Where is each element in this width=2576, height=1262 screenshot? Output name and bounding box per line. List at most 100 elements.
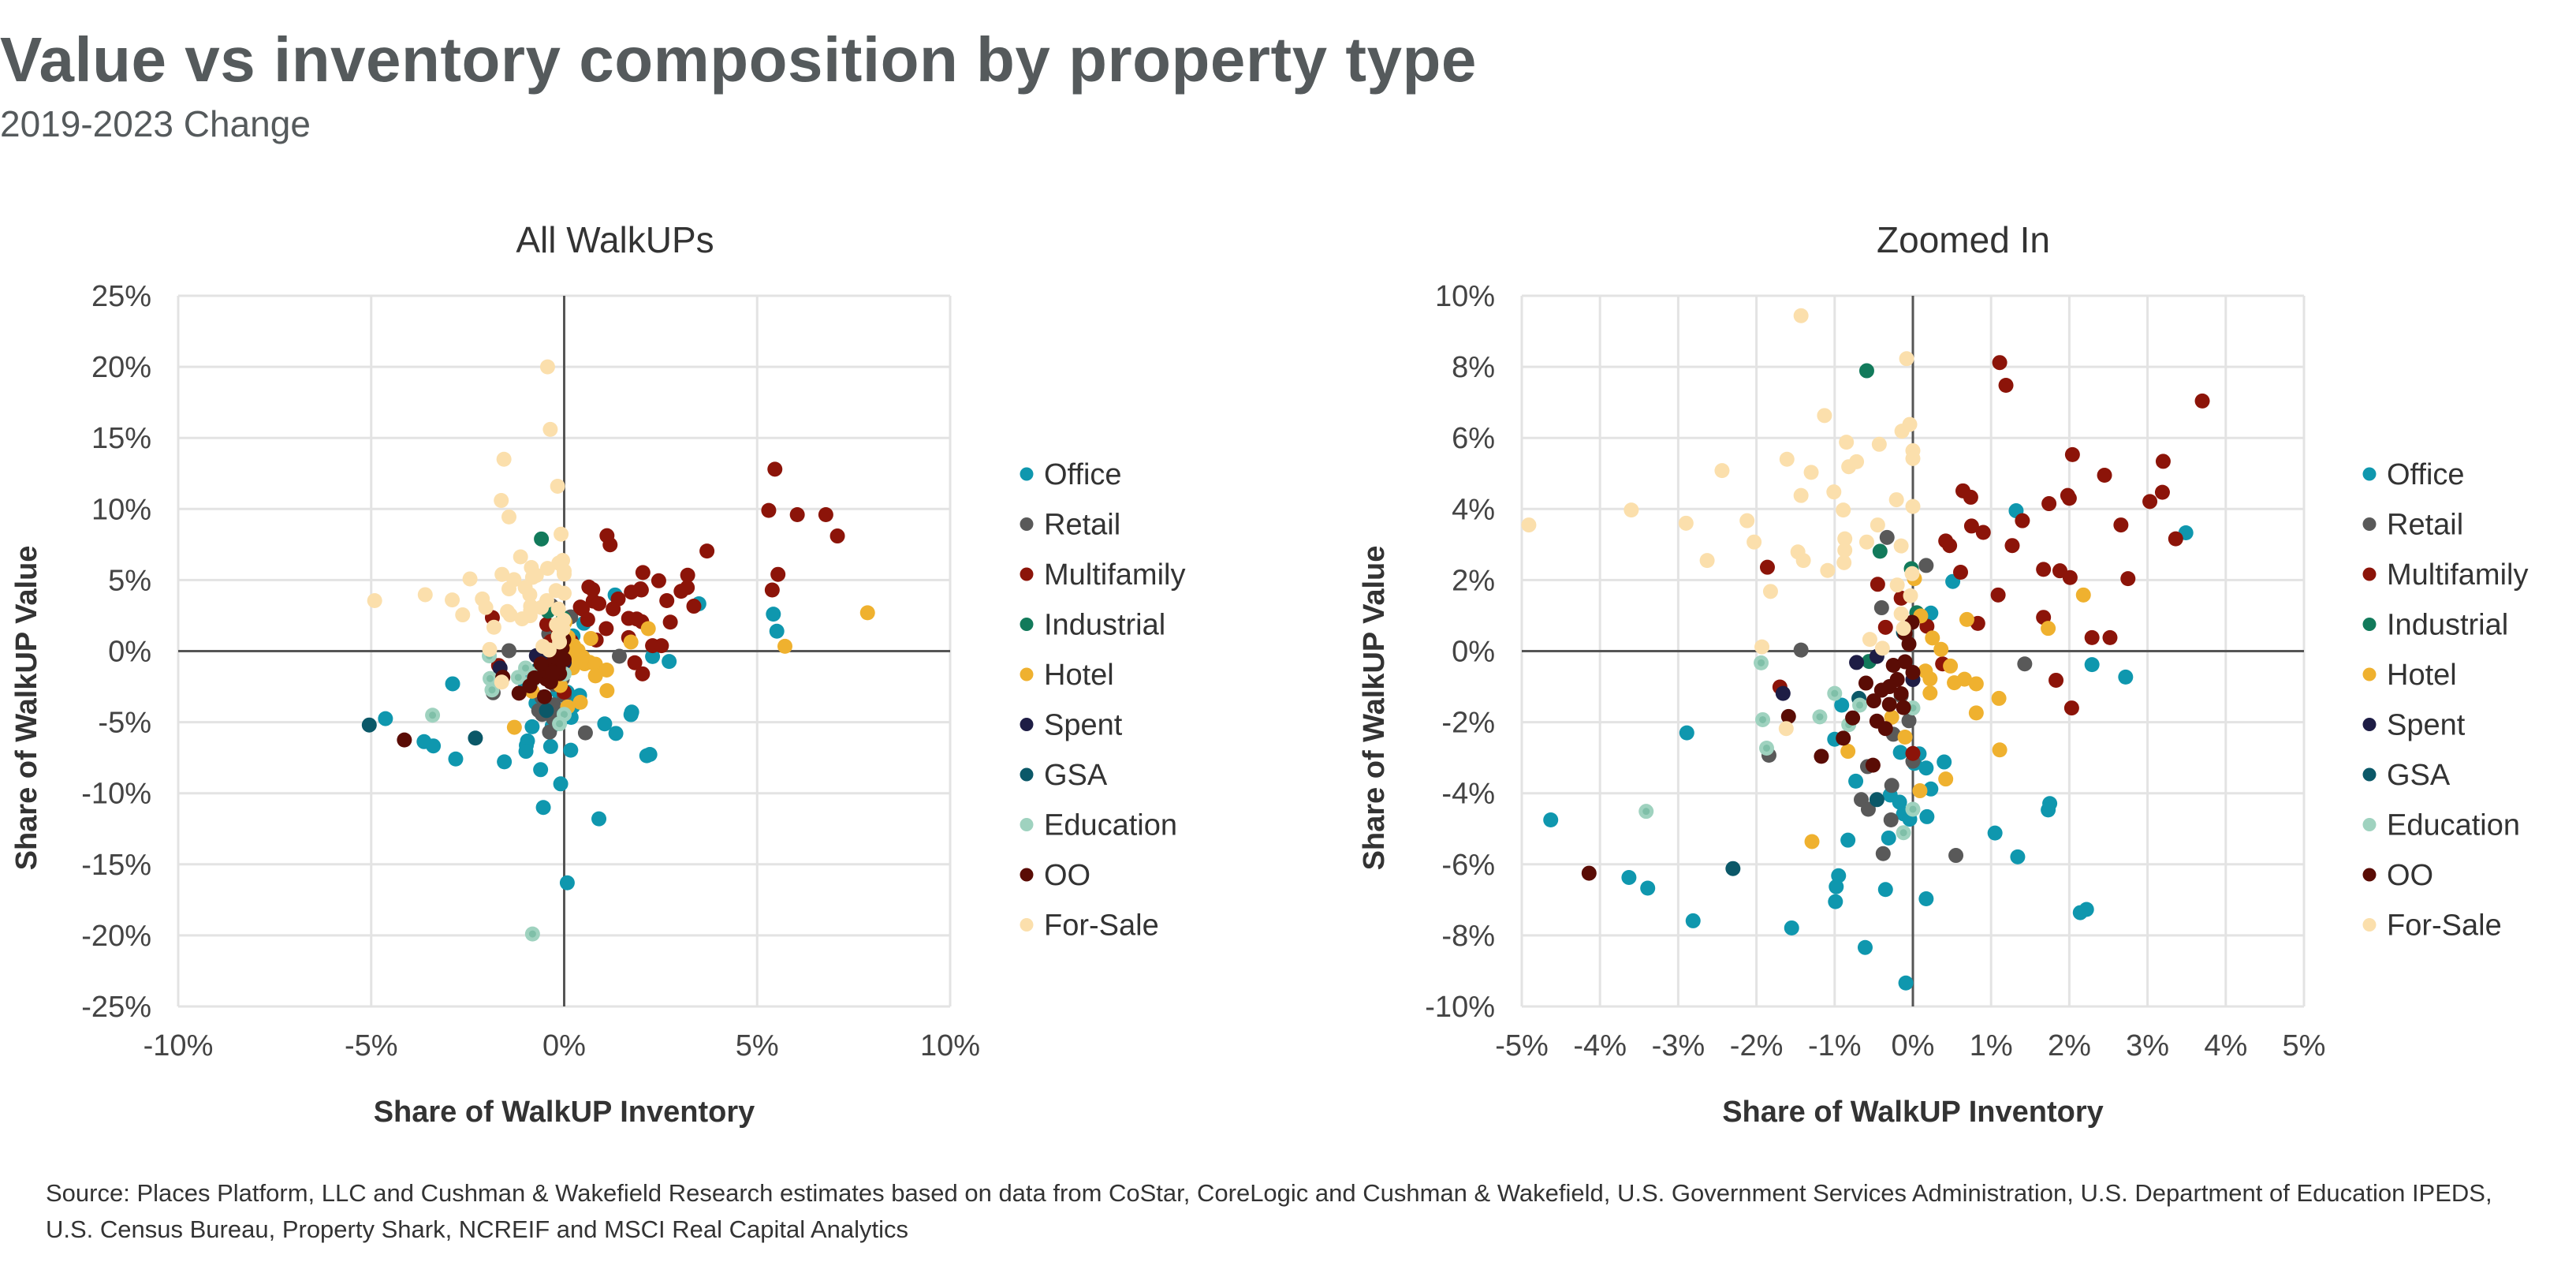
legend-marker bbox=[2362, 767, 2377, 782]
data-point-gsa bbox=[468, 730, 483, 746]
data-point-office bbox=[445, 676, 460, 692]
legend-marker bbox=[1020, 818, 1034, 831]
legend-marker bbox=[2362, 467, 2377, 481]
data-point-hotel bbox=[1922, 671, 1938, 687]
legend-marker bbox=[2362, 618, 2377, 631]
data-point-office bbox=[497, 754, 513, 770]
chart-title: All WalkUPs bbox=[516, 219, 714, 260]
data-point-for-sale bbox=[1678, 515, 1694, 531]
legend-marker bbox=[2362, 567, 2377, 581]
data-point-for-sale bbox=[1803, 465, 1819, 480]
data-point-industrial bbox=[1858, 363, 1874, 379]
legend-item-office: Office bbox=[1020, 458, 1122, 491]
y-axis-label: Share of WalkUP Value bbox=[10, 546, 43, 871]
data-point-retail bbox=[1918, 558, 1934, 573]
data-point-multifamily bbox=[2155, 454, 2171, 469]
data-point-for-sale bbox=[1899, 351, 1914, 367]
data-point-multifamily bbox=[2062, 569, 2078, 585]
data-point-hotel bbox=[1912, 783, 1928, 799]
legend-item-spent: Spent bbox=[1020, 709, 1123, 742]
data-point-multifamily bbox=[2041, 496, 2057, 512]
data-point-hotel bbox=[506, 719, 522, 735]
series-hotel bbox=[1804, 571, 2091, 849]
y-tick-label: -6% bbox=[1441, 849, 1495, 882]
data-point-multifamily bbox=[2064, 446, 2080, 462]
data-point-multifamily bbox=[2036, 562, 2052, 577]
legend-label: Retail bbox=[2387, 509, 2463, 542]
data-point-multifamily bbox=[2084, 629, 2100, 645]
data-point-gsa bbox=[1725, 861, 1741, 876]
data-point-for-sale bbox=[1820, 562, 1836, 578]
data-point-office bbox=[1918, 760, 1934, 776]
data-point-office bbox=[518, 744, 534, 760]
legend-marker bbox=[2362, 517, 2377, 531]
data-point-multifamily bbox=[2061, 491, 2077, 506]
legend-item-industrial: Industrial bbox=[1020, 609, 1165, 642]
legend-label: Spent bbox=[1044, 709, 1123, 742]
data-point-for-sale bbox=[550, 478, 565, 494]
data-point-center bbox=[1816, 713, 1824, 721]
legend-label: Office bbox=[2387, 458, 2465, 491]
y-tick-label: 5% bbox=[108, 564, 151, 597]
data-point-for-sale bbox=[501, 581, 517, 597]
data-point-office bbox=[608, 726, 624, 741]
data-point-retail bbox=[1948, 848, 1964, 864]
data-point-for-sale bbox=[554, 526, 569, 542]
legend-item-oo: OO bbox=[1020, 859, 1090, 892]
data-point-office bbox=[2078, 902, 2094, 917]
data-point-oo bbox=[1896, 700, 1911, 715]
data-point-oo bbox=[1881, 696, 1897, 712]
data-point-multifamily bbox=[699, 543, 715, 559]
data-point-spent bbox=[1849, 655, 1865, 670]
legend-item-retail: Retail bbox=[2362, 509, 2463, 542]
data-point-multifamily bbox=[761, 502, 777, 518]
data-point-hotel bbox=[598, 662, 614, 678]
data-point-multifamily bbox=[662, 614, 678, 630]
legend-item-industrial: Industrial bbox=[2362, 609, 2508, 642]
legend: Office Retail Multifamily Industrial Hotel Sp… bbox=[1020, 458, 1185, 943]
data-point-office bbox=[448, 751, 464, 767]
data-point-for-sale bbox=[1754, 639, 1770, 655]
data-point-office bbox=[1543, 812, 1559, 827]
data-point-multifamily bbox=[1905, 745, 1921, 761]
data-point-multifamily bbox=[789, 507, 805, 523]
data-point-office bbox=[1937, 754, 1952, 770]
data-point-for-sale bbox=[1874, 640, 1890, 656]
data-point-oo bbox=[1905, 665, 1921, 681]
data-point-oo bbox=[1845, 710, 1861, 726]
data-point-office bbox=[642, 747, 658, 763]
y-tick-label: -10% bbox=[1425, 991, 1495, 1024]
data-point-for-sale bbox=[1836, 502, 1851, 518]
y-tick-label: 25% bbox=[91, 280, 151, 313]
legend-item-hotel: Hotel bbox=[2362, 659, 2457, 692]
x-tick-label: 3% bbox=[2126, 1029, 2169, 1062]
data-point-retail bbox=[501, 643, 517, 659]
legend: Office Retail Multifamily Industrial Hotel Sp… bbox=[2362, 458, 2528, 943]
y-tick-label: -15% bbox=[81, 849, 151, 882]
data-point-hotel bbox=[777, 638, 792, 654]
data-point-office bbox=[1829, 879, 1844, 894]
x-tick-label: -2% bbox=[1730, 1029, 1784, 1062]
data-point-office bbox=[1621, 869, 1637, 885]
y-tick-label: 20% bbox=[91, 351, 151, 384]
data-point-center bbox=[1856, 701, 1864, 709]
data-point-for-sale bbox=[1862, 632, 1877, 648]
data-point-multifamily bbox=[659, 593, 675, 609]
data-point-gsa bbox=[361, 717, 377, 733]
data-point-for-sale bbox=[1624, 502, 1639, 518]
legend-marker bbox=[2362, 818, 2377, 831]
data-point-office bbox=[1857, 939, 1873, 955]
data-point-center bbox=[1758, 659, 1765, 666]
data-point-gsa bbox=[1869, 792, 1884, 808]
data-point-office bbox=[1881, 830, 1896, 846]
legend-marker bbox=[2362, 918, 2377, 932]
data-point-hotel bbox=[2075, 587, 2091, 603]
source-note: Source: Places Platform, LLC and Cushman… bbox=[46, 1179, 2492, 1243]
data-point-oo bbox=[557, 652, 572, 667]
data-point-office bbox=[1898, 975, 1914, 991]
data-point-retail bbox=[1879, 529, 1895, 545]
data-point-for-sale bbox=[522, 587, 538, 603]
data-point-for-sale bbox=[1905, 498, 1921, 514]
data-point-gsa bbox=[539, 703, 554, 719]
data-point-for-sale bbox=[1858, 534, 1874, 550]
